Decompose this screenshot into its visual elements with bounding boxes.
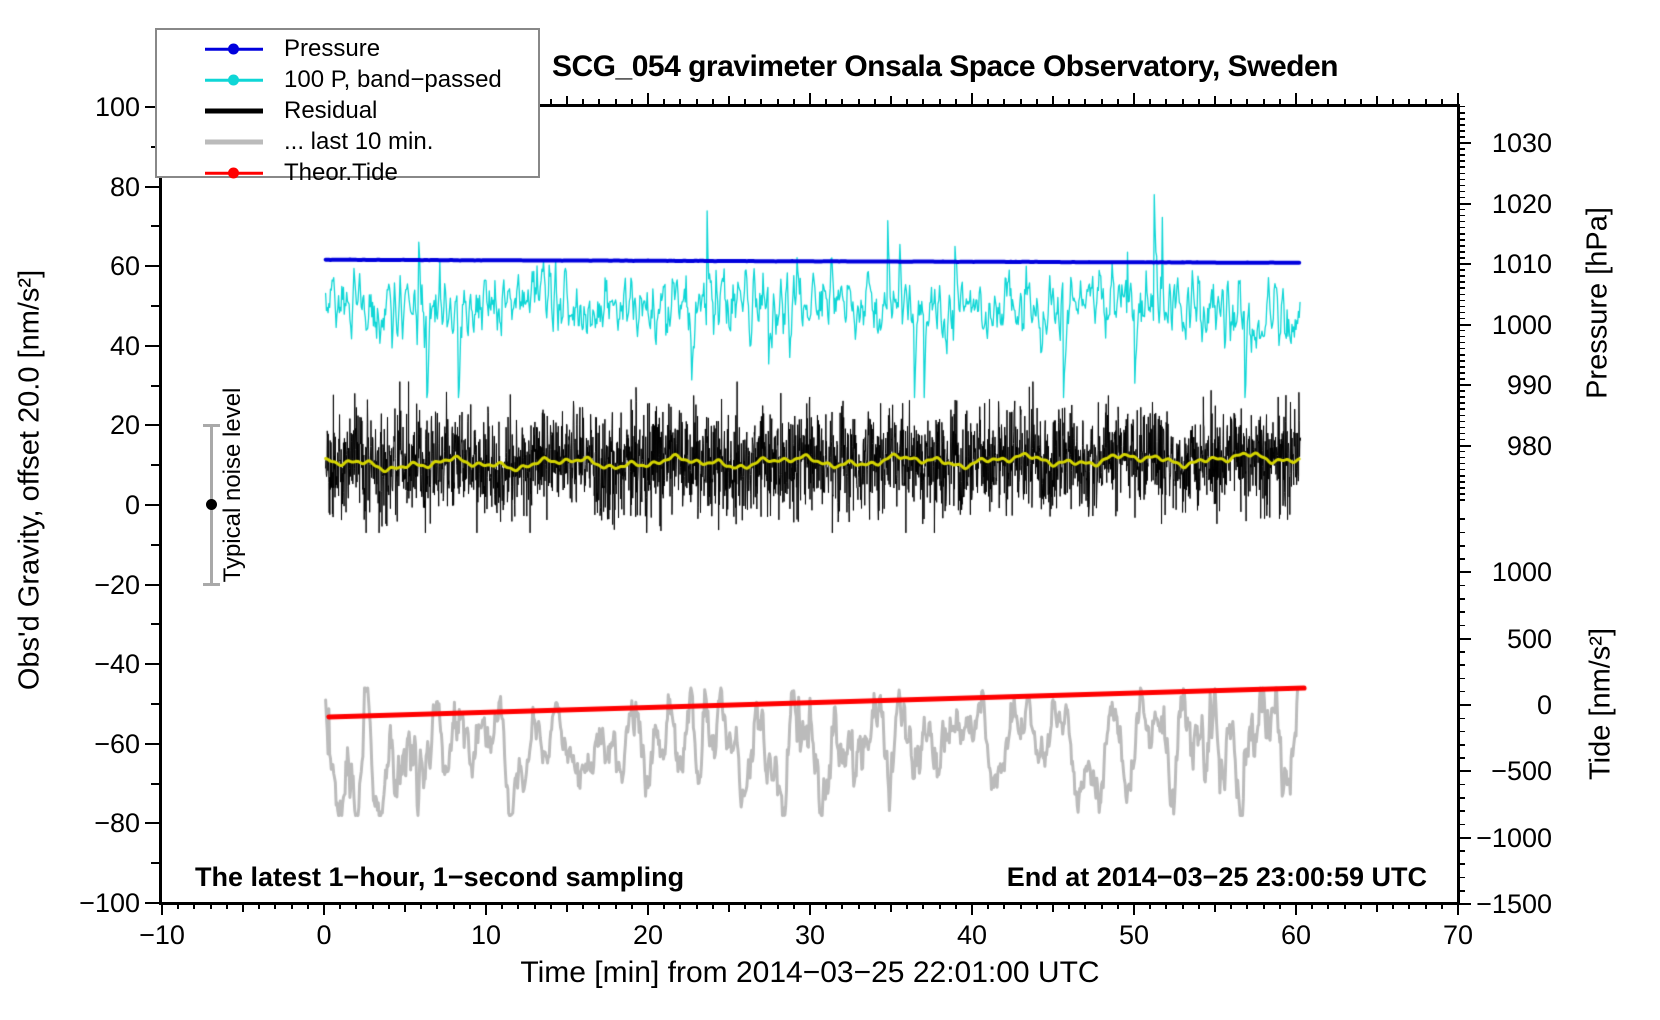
annotation-end-time: End at 2014−03−25 23:00:59 UTC <box>1006 862 1427 892</box>
x-tick-label: 70 <box>1442 920 1474 950</box>
legend: Pressure 100 P, band−passed Residual ...… <box>155 28 540 186</box>
x-tick-label: 50 <box>1118 920 1150 950</box>
annotation-sampling: The latest 1−hour, 1−second sampling <box>195 862 685 892</box>
gravity-tick-label: 100 <box>94 92 140 122</box>
gravity-tick-label: −60 <box>94 728 140 759</box>
x-tick-label: 20 <box>632 920 664 950</box>
gravity-tick-label: 0 <box>124 490 140 520</box>
legend-item-band-passed: 100 P, band−passed <box>157 67 538 93</box>
legend-label: 100 P, band−passed <box>284 66 502 93</box>
pressure-tick-label: 990 <box>1506 370 1552 400</box>
noise-bar-top-cap <box>203 424 220 427</box>
gravity-tick-label: −80 <box>94 808 140 839</box>
legend-label: ... last 10 min. <box>284 128 434 155</box>
x-tick-label: 0 <box>316 920 332 950</box>
gravity-tick-label: 60 <box>109 251 140 282</box>
tide-axis-title: Tide [nm/s²] <box>1584 627 1617 781</box>
gravity-tick-label: 40 <box>109 330 140 361</box>
gravity-tick-label: 20 <box>109 410 140 441</box>
legend-item-last-10-min: ... last 10 min. <box>157 129 538 155</box>
x-tick-label: 60 <box>1280 920 1312 950</box>
pressure-tick-label: 1030 <box>1491 128 1552 158</box>
pressure-axis-title: Pressure [hPa] <box>1581 207 1614 399</box>
tide-tick-label: −500 <box>1491 756 1552 787</box>
band-passed-dot-sample <box>228 74 239 86</box>
legend-item-pressure: Pressure <box>157 36 538 62</box>
legend-label: Residual <box>284 97 378 124</box>
chart-title: SCG_054 gravimeter Onsala Space Observat… <box>552 50 1339 83</box>
x-axis-title: Time [min] from 2014−03−25 22:01:00 UTC <box>520 956 1100 989</box>
legend-item-theor-tide: Theor.Tide <box>157 160 538 186</box>
last-10-min-line-sample <box>205 139 263 145</box>
tide-tick-label: −1000 <box>1476 822 1552 853</box>
pressure-dot-sample <box>228 43 239 55</box>
noise-bar-dot <box>206 499 217 510</box>
pressure-tick-label: 980 <box>1506 430 1552 461</box>
noise-bar-label: Typical noise level <box>219 387 246 583</box>
gravity-tick-label: −40 <box>94 649 140 680</box>
x-tick-label: 40 <box>956 920 988 950</box>
x-tick-label: 10 <box>470 920 502 950</box>
residual-line-sample <box>205 108 263 114</box>
pressure-tick-label: 1010 <box>1491 249 1552 279</box>
gravity-tick-label: 80 <box>109 171 140 202</box>
tide-tick-label: 0 <box>1536 690 1552 720</box>
tide-tick-label: 500 <box>1506 623 1552 654</box>
x-tick-label: 30 <box>794 920 826 950</box>
legend-label: Pressure <box>284 35 381 62</box>
legend-item-residual: Residual <box>157 98 538 124</box>
tide-tick-label: 1000 <box>1491 557 1552 588</box>
gravity-tick-label: −100 <box>79 888 140 918</box>
gravity-tick-label: −20 <box>94 569 140 600</box>
gravity-axis-title: Obs'd Gravity, offset 20.0 [nm/s²] <box>13 269 46 691</box>
legend-label: Theor.Tide <box>284 159 398 186</box>
pressure-tick-label: 1020 <box>1491 188 1552 219</box>
tide-tick-label: −1500 <box>1476 889 1552 920</box>
theor-tide-dot-sample <box>228 167 239 179</box>
pressure-tick-label: 1000 <box>1491 309 1552 340</box>
noise-bar-bottom-cap <box>203 583 220 586</box>
x-tick-label: −10 <box>139 920 185 950</box>
